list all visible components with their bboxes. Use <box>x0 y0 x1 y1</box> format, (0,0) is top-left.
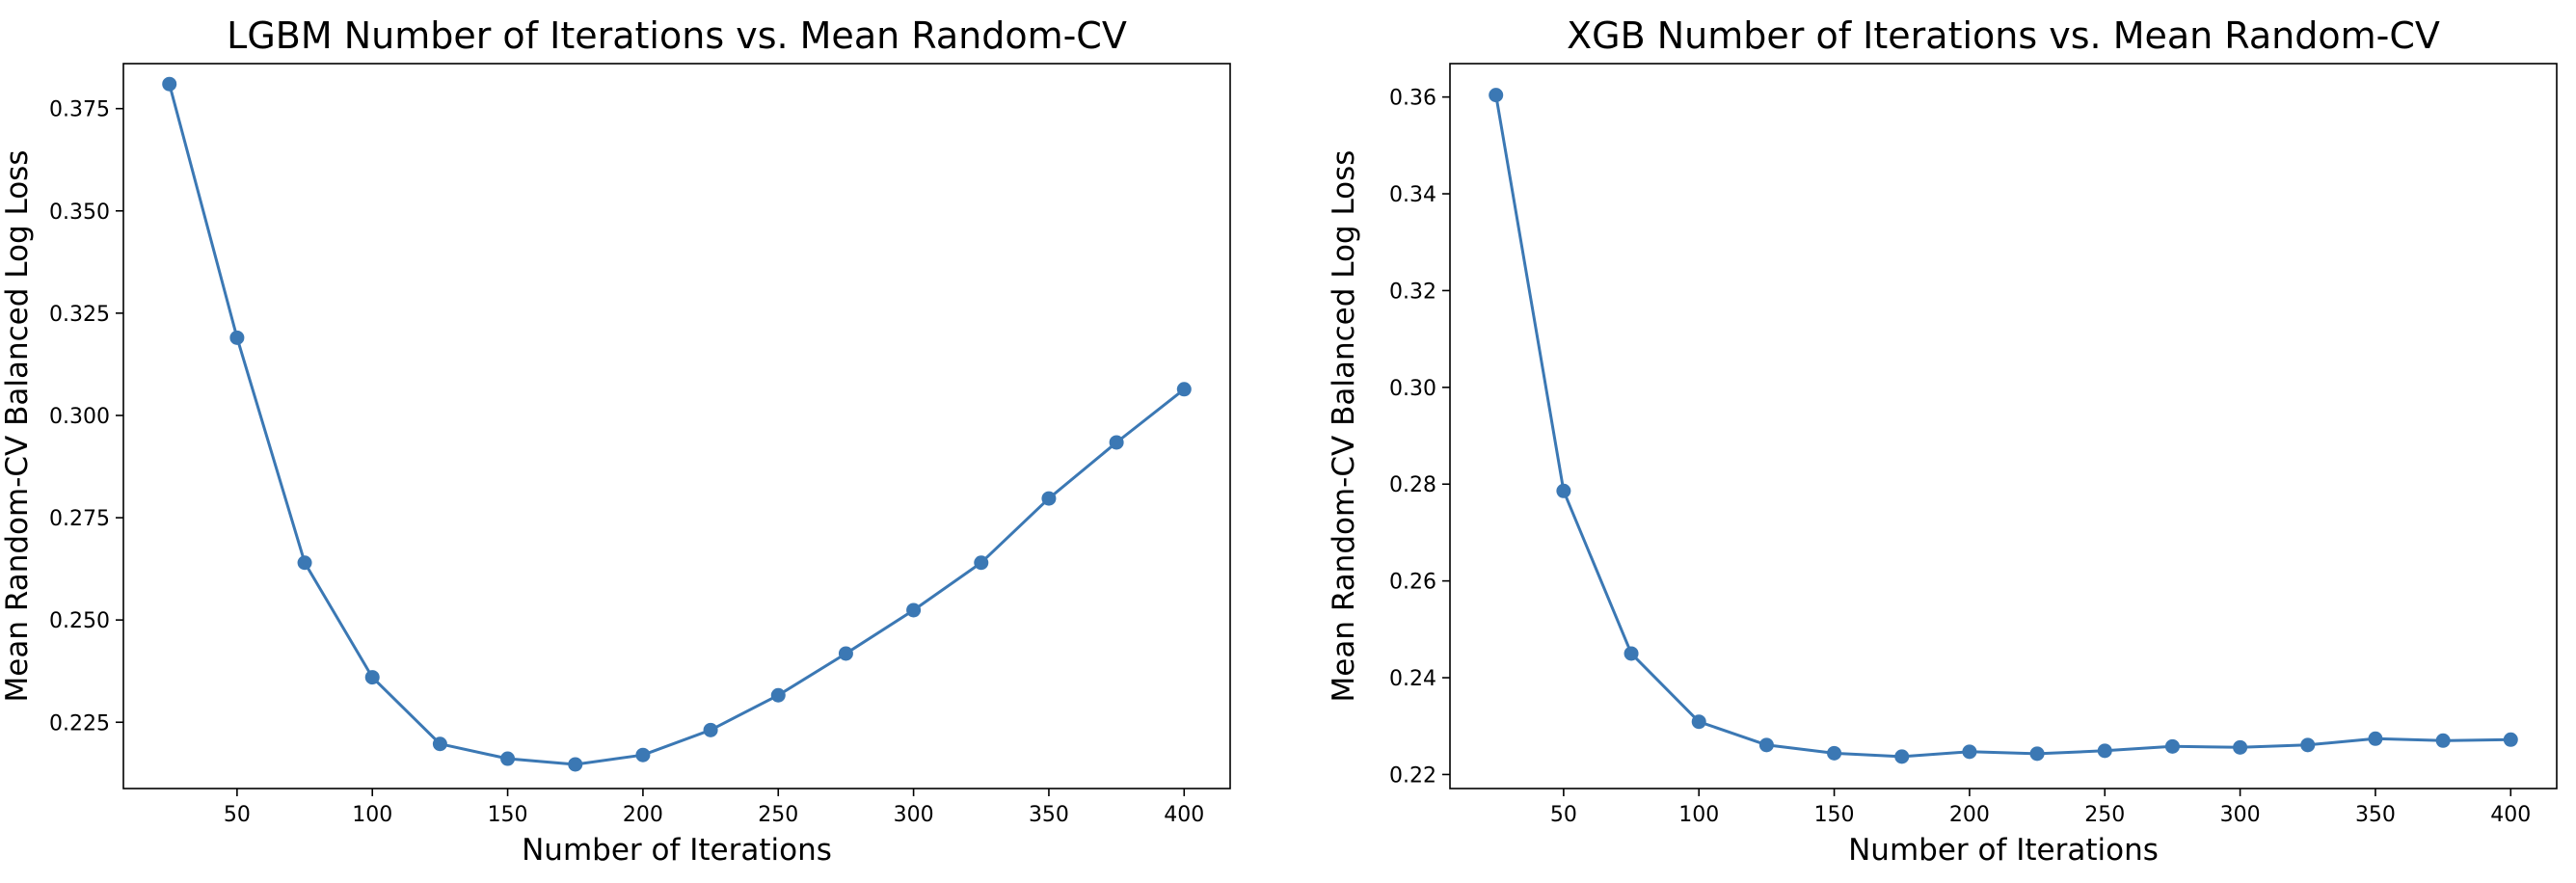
chart-1-data-point <box>838 646 853 661</box>
chart-2-axes-frame <box>1449 63 2558 789</box>
chart-2-data-point <box>2233 739 2248 755</box>
chart-2-title: XGB Number of Iterations vs. Mean Random… <box>1567 14 2440 57</box>
chart-2-x-tick-label: 300 <box>2220 803 2261 827</box>
chart-2-data-point <box>1556 483 1571 498</box>
chart-1-x-tick-label: 400 <box>1164 803 1204 827</box>
chart-1-data-point <box>568 757 583 772</box>
chart-2-data-point <box>1623 646 1639 661</box>
chart-2-data-point <box>2029 746 2045 762</box>
chart-1-x-tick-label: 100 <box>352 803 392 827</box>
chart-2-data-point <box>1489 88 1504 103</box>
chart-1-y-axis-label: Mean Random-CV Balanced Log Loss <box>0 150 35 703</box>
chart-1-data-point <box>432 736 447 752</box>
chart-2-x-tick-label: 350 <box>2355 803 2396 827</box>
chart-2-data-point <box>2503 732 2518 747</box>
chart-1-data-point <box>1041 491 1057 506</box>
chart-1-y-tick-label: 0.350 <box>49 201 110 225</box>
chart-2-x-tick-label: 150 <box>1814 803 1855 827</box>
chart-1-data-point <box>500 751 516 766</box>
lgbm-chart: LGBM Number of Iterations vs. Mean Rando… <box>0 14 1231 868</box>
chart-2-x-tick-label: 50 <box>1550 803 1577 827</box>
chart-1-y-tick-label: 0.300 <box>49 405 110 429</box>
chart-2-y-tick-label: 0.26 <box>1389 571 1436 595</box>
chart-2-x-tick-label: 100 <box>1678 803 1719 827</box>
chart-1-y-tick-label: 0.250 <box>49 609 110 633</box>
chart-2-data-point <box>2300 737 2316 753</box>
chart-1-data-point <box>1109 435 1124 450</box>
chart-1-data-point <box>364 670 380 685</box>
chart-1-y-tick-label: 0.375 <box>49 98 110 122</box>
chart-1-y-tick-label: 0.275 <box>49 507 110 531</box>
chart-1-x-tick-label: 200 <box>623 803 663 827</box>
chart-1-y-tick-label: 0.225 <box>49 711 110 736</box>
chart-2-data-point <box>1827 745 1842 761</box>
chart-2-x-tick-label: 400 <box>2490 803 2531 827</box>
chart-2-data-point <box>2368 731 2383 746</box>
chart-2-series-line <box>1494 94 2511 759</box>
chart-1-y-tick-label: 0.325 <box>49 303 110 327</box>
chart-1-x-tick-label: 300 <box>894 803 934 827</box>
chart-1-title: LGBM Number of Iterations vs. Mean Rando… <box>227 14 1127 57</box>
chart-2-data-point <box>2164 738 2180 754</box>
chart-2-y-axis-label: Mean Random-CV Balanced Log Loss <box>1327 150 1361 703</box>
chart-2-y-tick-label: 0.36 <box>1389 87 1436 111</box>
chart-1-data-point <box>974 555 989 571</box>
chart-2-data-point <box>2435 733 2451 748</box>
chart-1-data-point <box>229 330 245 345</box>
chart-1-data-point <box>770 687 786 703</box>
chart-2-data-point <box>1758 737 1774 753</box>
chart-1-data-point <box>297 555 312 571</box>
chart-1-axes-frame <box>122 63 1231 789</box>
chart-1-x-tick-label: 250 <box>758 803 798 827</box>
chart-1-x-tick-label: 50 <box>224 803 251 827</box>
chart-2-data-point <box>1691 714 1706 730</box>
chart-2-x-tick-label: 200 <box>1949 803 1990 827</box>
chart-2-y-tick-label: 0.24 <box>1389 667 1436 691</box>
chart-2-y-tick-label: 0.34 <box>1389 183 1436 207</box>
chart-2-data-point <box>1962 744 1977 760</box>
chart-2-data-point <box>2097 743 2112 759</box>
chart-2-y-tick-label: 0.32 <box>1389 280 1436 304</box>
chart-2-y-tick-label: 0.28 <box>1389 473 1436 497</box>
chart-1-data-point <box>1176 382 1192 397</box>
xgb-chart: XGB Number of Iterations vs. Mean Random… <box>1327 14 2558 868</box>
chart-1-x-axis-label: Number of Iterations <box>522 833 832 868</box>
chart-1-data-point <box>635 747 651 763</box>
chart-2-x-tick-label: 250 <box>2084 803 2125 827</box>
chart-1-data-point <box>906 602 922 618</box>
chart-1-data-point <box>703 722 718 737</box>
chart-2-data-point <box>1894 749 1910 764</box>
chart-1-series-line <box>168 83 1186 766</box>
chart-1-data-point <box>162 76 177 92</box>
chart-1-x-tick-label: 350 <box>1029 803 1069 827</box>
chart-1-x-tick-label: 150 <box>488 803 528 827</box>
chart-2-x-axis-label: Number of Iterations <box>1848 833 2159 868</box>
chart-2-y-tick-label: 0.22 <box>1389 763 1436 788</box>
chart-2-y-tick-label: 0.30 <box>1389 377 1436 401</box>
